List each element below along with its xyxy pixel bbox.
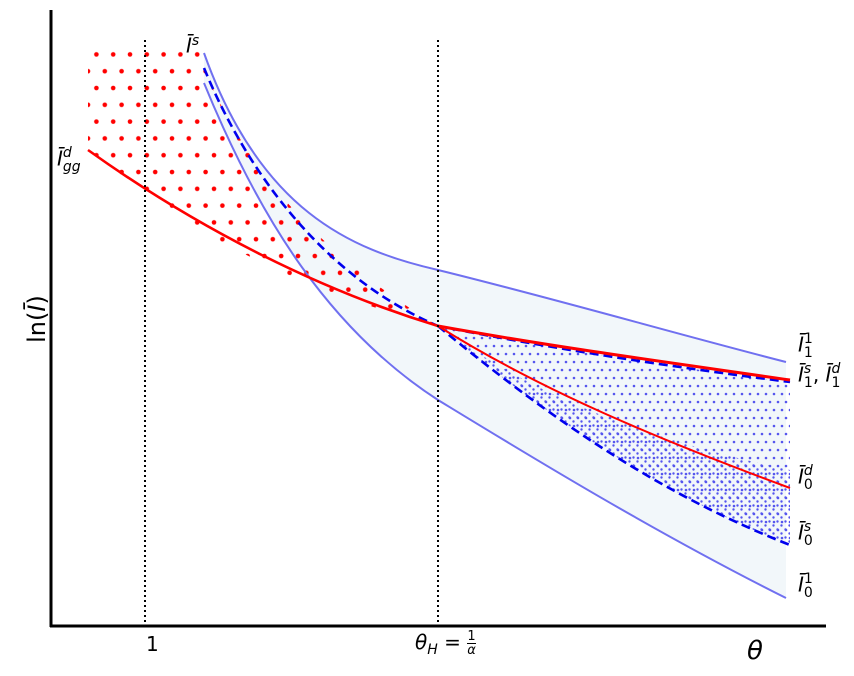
tick-eq: = xyxy=(437,630,468,654)
I01-sub: 0 xyxy=(803,585,813,601)
I1s-sup: s xyxy=(803,361,812,377)
annotation-Is: Īs xyxy=(186,34,199,56)
series-I0d-line xyxy=(437,325,791,489)
I01-base: Ī xyxy=(798,572,804,597)
I0s-sub: 0 xyxy=(803,533,813,549)
x-axis-label: θ xyxy=(747,636,763,666)
I0s-base: Ī xyxy=(798,520,804,545)
I1d-base: Ī xyxy=(825,362,832,387)
series-Is-line xyxy=(202,67,439,328)
x-tick-1: 1 xyxy=(146,632,159,656)
I1s-sub: 1 xyxy=(803,375,813,391)
I01-sup: 1 xyxy=(803,571,813,587)
I1d-sep: , xyxy=(812,362,826,387)
I1d-sub: 1 xyxy=(831,375,841,391)
ylabel-ln: ln( xyxy=(23,311,51,343)
I0s-sup: s xyxy=(803,519,812,535)
I0d-sup: d xyxy=(803,463,813,479)
I0d-sub: 0 xyxy=(803,477,813,493)
band-region xyxy=(204,53,786,598)
ylabel-var: Ī xyxy=(23,304,51,312)
tick-theta: θ xyxy=(415,630,428,654)
tick-frac-den: α xyxy=(467,643,476,658)
red-dotted-region xyxy=(88,45,438,326)
tick-theta-sub: H xyxy=(427,642,438,658)
Igg-sup: d xyxy=(62,145,72,161)
Igg-base: Ī xyxy=(57,146,63,171)
Igg-sub: gg xyxy=(62,159,81,175)
series-I1d-line xyxy=(437,324,791,382)
I1s-base: Ī xyxy=(798,362,804,387)
Is-sup: s xyxy=(191,33,200,49)
I11-sub: 1 xyxy=(803,345,813,361)
series-I0s-line xyxy=(437,324,791,547)
Is-base: Ī xyxy=(186,33,192,58)
tick-frac-num: 1 xyxy=(467,629,476,644)
Igg-scripts: d gg xyxy=(63,146,81,174)
I11-base: Ī xyxy=(798,332,804,357)
I11-sup: 1 xyxy=(803,331,813,347)
ylabel-end: ) xyxy=(23,295,51,305)
I1d-sup: d xyxy=(831,361,841,377)
y-axis-label: ln(Ī) xyxy=(23,274,51,364)
I0d-base: Ī xyxy=(798,464,804,489)
series-Igg-line xyxy=(87,148,439,328)
